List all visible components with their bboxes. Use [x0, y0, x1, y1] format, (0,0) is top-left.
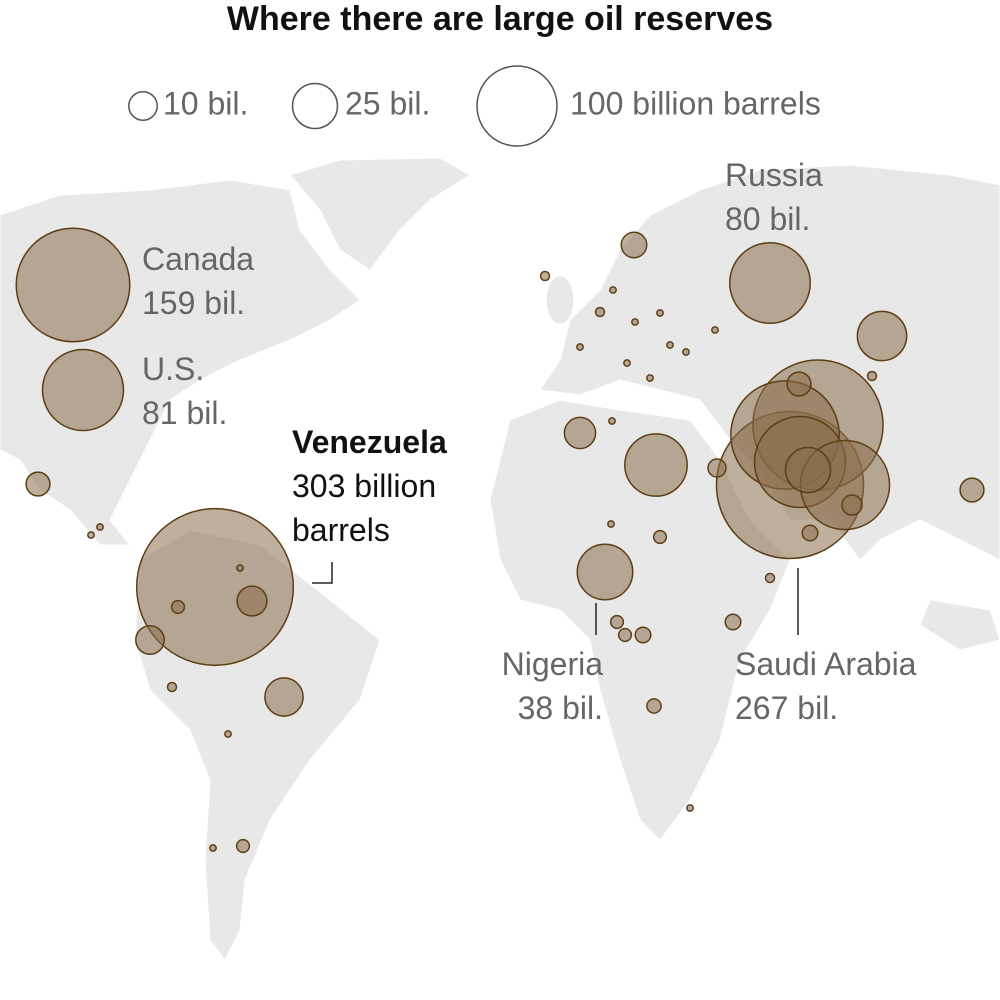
bubble	[682, 348, 690, 356]
bubble	[594, 306, 606, 318]
country-name: Canada	[142, 241, 255, 277]
land	[0, 157, 1000, 961]
bubble	[707, 458, 727, 478]
bubble	[656, 309, 664, 317]
bubble	[617, 627, 633, 643]
bubble	[235, 838, 251, 854]
legend-label: 10 bil.	[163, 85, 248, 121]
title: Where there are large oil reserves	[226, 0, 774, 38]
bubble	[623, 359, 631, 367]
bubble	[841, 494, 863, 516]
country-label: Venezuela 303 billion barrels	[292, 420, 492, 552]
bubble	[686, 804, 694, 812]
bubble	[576, 343, 584, 351]
country-name: Saudi Arabia	[735, 646, 917, 682]
bubble	[15, 227, 131, 343]
bubble	[224, 730, 232, 738]
bubble	[563, 416, 597, 450]
country-label: Canada 159 bil.	[142, 237, 254, 325]
country-value: 267 bil.	[735, 690, 839, 726]
bubble	[646, 698, 662, 714]
bubble	[646, 374, 654, 382]
country-value: 159 bil.	[142, 285, 246, 321]
bubble	[959, 477, 985, 503]
bubble	[666, 341, 674, 349]
country-value: 81 bil.	[142, 395, 228, 431]
legend-label: 100 billion barrels	[570, 85, 821, 121]
bubble	[624, 433, 688, 497]
bubble	[236, 564, 244, 572]
bubble	[784, 446, 832, 494]
bubble	[135, 507, 295, 667]
bubble	[209, 844, 217, 852]
legend: 10 bil. 25 bil. 100 billion barrels	[128, 65, 821, 147]
bubble	[652, 529, 668, 545]
bubble	[866, 370, 878, 382]
bubble	[801, 524, 819, 542]
bubble	[96, 523, 104, 531]
bubble	[608, 417, 616, 425]
country-value: 80 bil.	[725, 201, 811, 237]
country-label: Nigeria 38 bil.	[502, 642, 603, 730]
bubble	[729, 242, 811, 324]
bubble	[724, 613, 742, 631]
bubble	[711, 326, 719, 334]
bubble	[166, 681, 178, 693]
bubble	[620, 231, 648, 259]
country-name: Venezuela	[292, 424, 447, 460]
country-label: Saudi Arabia 267 bil.	[735, 642, 916, 730]
bubble	[576, 543, 634, 601]
country-label: U.S. 81 bil.	[142, 347, 227, 435]
bubble	[41, 348, 125, 432]
bubble	[786, 371, 812, 397]
bubble	[609, 286, 617, 294]
bubble	[264, 677, 304, 717]
legend-circle	[476, 65, 558, 147]
bubble	[170, 599, 186, 615]
bubble	[609, 614, 625, 630]
country-label: Russia 80 bil.	[725, 153, 823, 241]
bubble	[25, 471, 51, 497]
country-name: Nigeria	[501, 646, 603, 682]
bubbles	[15, 227, 985, 854]
bubble	[634, 626, 652, 644]
country-value: 38 bil.	[517, 690, 603, 726]
bubble	[135, 625, 165, 655]
bubble	[236, 585, 268, 617]
bubble	[856, 310, 908, 362]
bubble	[631, 318, 639, 326]
legend-label: 25 bil.	[345, 85, 430, 121]
leader-lines	[312, 562, 799, 635]
bubble	[764, 572, 776, 584]
country-name: Russia	[725, 157, 823, 193]
legend-circle	[128, 91, 158, 121]
bubble	[87, 531, 95, 539]
bubble	[539, 270, 551, 282]
country-name: U.S.	[142, 351, 205, 387]
country-value: 303 billion barrels	[292, 468, 437, 548]
bubble	[607, 520, 615, 528]
legend-circle	[291, 82, 339, 130]
